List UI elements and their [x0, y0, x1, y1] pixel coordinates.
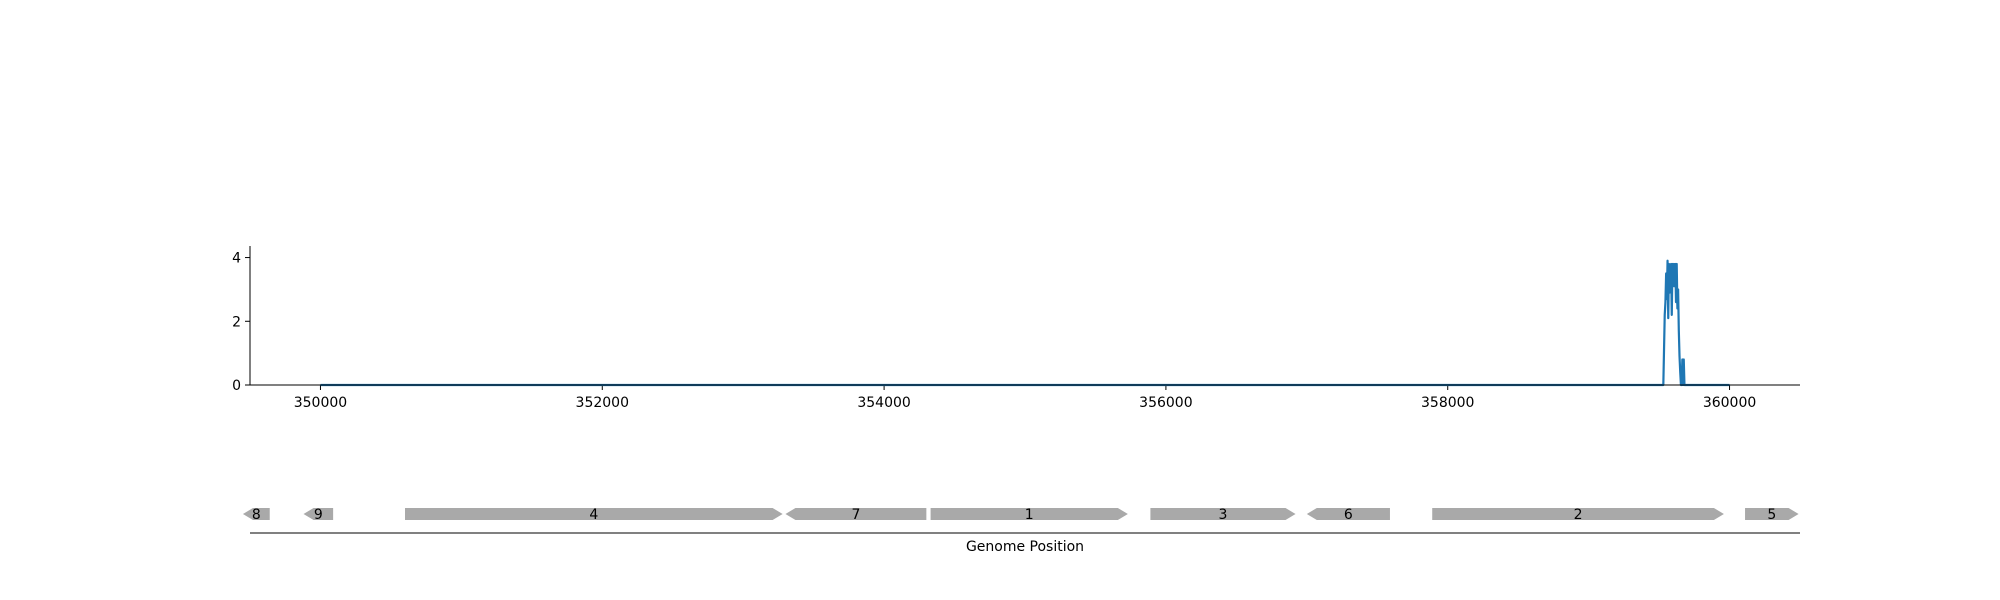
- gene-label-4: 4: [589, 507, 598, 523]
- coverage-series-line: [320, 259, 1730, 387]
- x-tick-label: 360000: [1703, 395, 1756, 411]
- y-tick-label: 0: [232, 378, 241, 394]
- gene-arrow-5: [1745, 508, 1799, 520]
- gene-arrow-4: [405, 508, 783, 520]
- gene-track-x-axis-label: Genome Position: [966, 539, 1084, 555]
- x-axis-ticks: 350000 352000 354000 356000 358000 360000: [294, 385, 1756, 411]
- gene-label-5: 5: [1767, 507, 1776, 523]
- y-tick-label: 2: [232, 314, 241, 330]
- x-tick-label: 352000: [576, 395, 629, 411]
- gene-arrow-8: [242, 508, 270, 520]
- gene-arrow-9: [303, 508, 334, 520]
- y-tick-label: 4: [232, 251, 241, 267]
- coverage-chart: 0 2 4 350000 352000 354000 356000 358000 360000: [232, 246, 1800, 411]
- gene-label-7: 7: [851, 507, 860, 523]
- gene-arrow-6: [1306, 508, 1390, 520]
- gene-arrows: 8 9 4 7 1 3 6 2 5: [242, 507, 1799, 523]
- gene-arrow-2: [1432, 508, 1724, 520]
- gene-arrow-7: [785, 508, 927, 520]
- gene-arrow-1: [930, 508, 1128, 520]
- x-tick-label: 350000: [294, 395, 347, 411]
- gene-label-8: 8: [252, 507, 261, 523]
- gene-label-1: 1: [1025, 507, 1034, 523]
- gene-arrow-3: [1150, 508, 1296, 520]
- x-tick-label: 358000: [1421, 395, 1474, 411]
- gene-label-9: 9: [314, 507, 323, 523]
- x-tick-label: 354000: [857, 395, 910, 411]
- gene-label-2: 2: [1574, 507, 1583, 523]
- x-tick-label: 356000: [1139, 395, 1192, 411]
- y-axis-ticks: 0 2 4: [232, 251, 250, 394]
- gene-label-6: 6: [1344, 507, 1353, 523]
- gene-track: 8 9 4 7 1 3 6 2 5 Genome Position: [242, 507, 1800, 555]
- gene-label-3: 3: [1219, 507, 1228, 523]
